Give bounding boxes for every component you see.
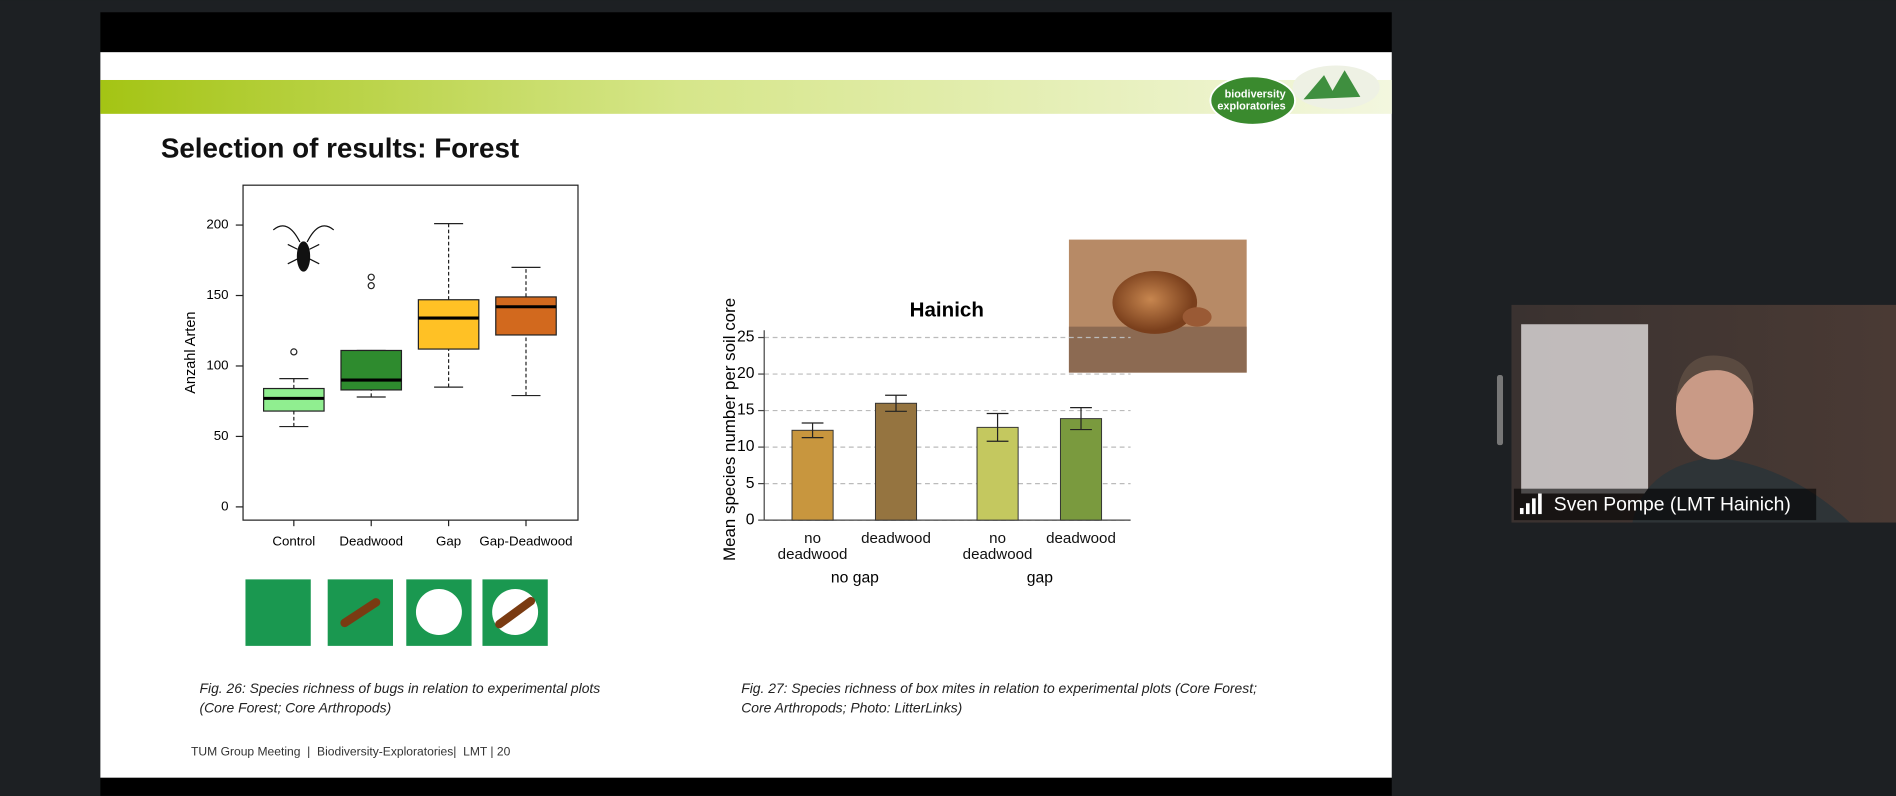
video-tile: Sven Pompe (LMT Hainich)	[1511, 304, 1896, 523]
photo-mite-head	[1182, 307, 1212, 327]
box	[340, 349, 403, 391]
x-tick-label: Gap	[436, 533, 461, 548]
x-tick-label: Control	[272, 533, 315, 548]
video-hair	[1675, 355, 1754, 400]
logo-badge	[1209, 75, 1296, 126]
outlier	[290, 348, 298, 356]
bar	[976, 426, 1019, 521]
y-tick-label: 100	[206, 357, 228, 372]
caption: Fig. 27: Species richness of box mites i…	[741, 680, 1257, 696]
y-tick-label: 5	[746, 475, 755, 492]
logo: biodiversity exploratories	[1209, 65, 1380, 126]
header-bar	[100, 79, 1392, 114]
x-label-box: no deadwood	[777, 531, 848, 563]
participant-name: Sven Pompe (LMT Hainich)	[1554, 494, 1791, 516]
y-tick-label: 200	[206, 217, 228, 232]
name-bg	[1513, 488, 1817, 521]
x-tick-label: no deadwood	[777, 531, 848, 563]
scroll-handle	[1496, 375, 1504, 446]
caption: Fig. 26: Species richness of bugs in rel…	[200, 680, 601, 696]
box	[417, 299, 480, 350]
bar	[1059, 418, 1103, 521]
plot-frame	[242, 184, 579, 521]
y-tick-label: 15	[737, 402, 755, 419]
signal-icon	[1519, 493, 1542, 515]
slide-title: Selection of results: Forest	[161, 132, 519, 163]
video-window	[1521, 324, 1649, 494]
beetle	[272, 225, 335, 272]
video-face	[1675, 358, 1754, 460]
beetle-legs	[287, 243, 320, 265]
caption: Core Arthropods; Photo: LitterLinks)	[741, 699, 962, 715]
x-tick-label: Deadwood	[339, 533, 403, 548]
y-tick-label: 0	[221, 498, 228, 513]
icon-control	[245, 579, 311, 646]
bar	[791, 429, 834, 521]
beetle-body	[296, 241, 311, 272]
y-tick-label: 50	[214, 428, 229, 443]
caption: (Core Forest; Core Arthropods)	[200, 699, 392, 715]
x-label-box: no deadwood	[962, 531, 1033, 563]
chart-title: Hainich	[910, 298, 984, 321]
plot-icons	[245, 579, 548, 646]
x-label-box: deadwood	[861, 531, 931, 547]
y-tick-label: 20	[737, 365, 755, 382]
y-axis-label: Anzahl Arten	[183, 312, 199, 394]
group-label: no gap	[831, 569, 879, 586]
x-label-box: deadwood	[1046, 531, 1116, 547]
box	[495, 296, 557, 336]
footer: TUM Group Meeting | Biodiversity-Explora…	[191, 744, 511, 758]
outlier	[367, 282, 375, 290]
y-tick-label: 10	[737, 438, 755, 455]
logo-trees	[1303, 70, 1361, 100]
x-tick-label: Gap-Deadwood	[479, 533, 572, 548]
logo-text: exploratories	[1217, 100, 1285, 112]
photo-ground	[1068, 326, 1247, 373]
bar	[874, 402, 918, 521]
icon-log	[495, 596, 536, 629]
y-tick-label: 25	[737, 329, 755, 346]
photo-mite	[1112, 271, 1198, 334]
outlier	[367, 273, 375, 281]
y-axis-label: Mean species number per soil core	[720, 298, 739, 561]
mite-photo	[1068, 239, 1247, 373]
icon-circle	[415, 589, 462, 635]
x-tick-label: deadwood	[861, 531, 931, 547]
icon-log	[340, 598, 381, 628]
slide	[100, 52, 1392, 778]
y-tick-label: 150	[206, 287, 228, 302]
boxplot: 0 50 100 150 200 Anzahl Arten Control Deadwood G…	[183, 184, 579, 548]
y-tick-label: 0	[746, 511, 755, 528]
beetle-antenna	[272, 225, 335, 243]
x-tick-label: deadwood	[1046, 531, 1116, 547]
group-label: gap	[1027, 569, 1053, 586]
x-tick-label: no deadwood	[962, 531, 1033, 563]
logo-text: biodiversity	[1225, 88, 1286, 100]
